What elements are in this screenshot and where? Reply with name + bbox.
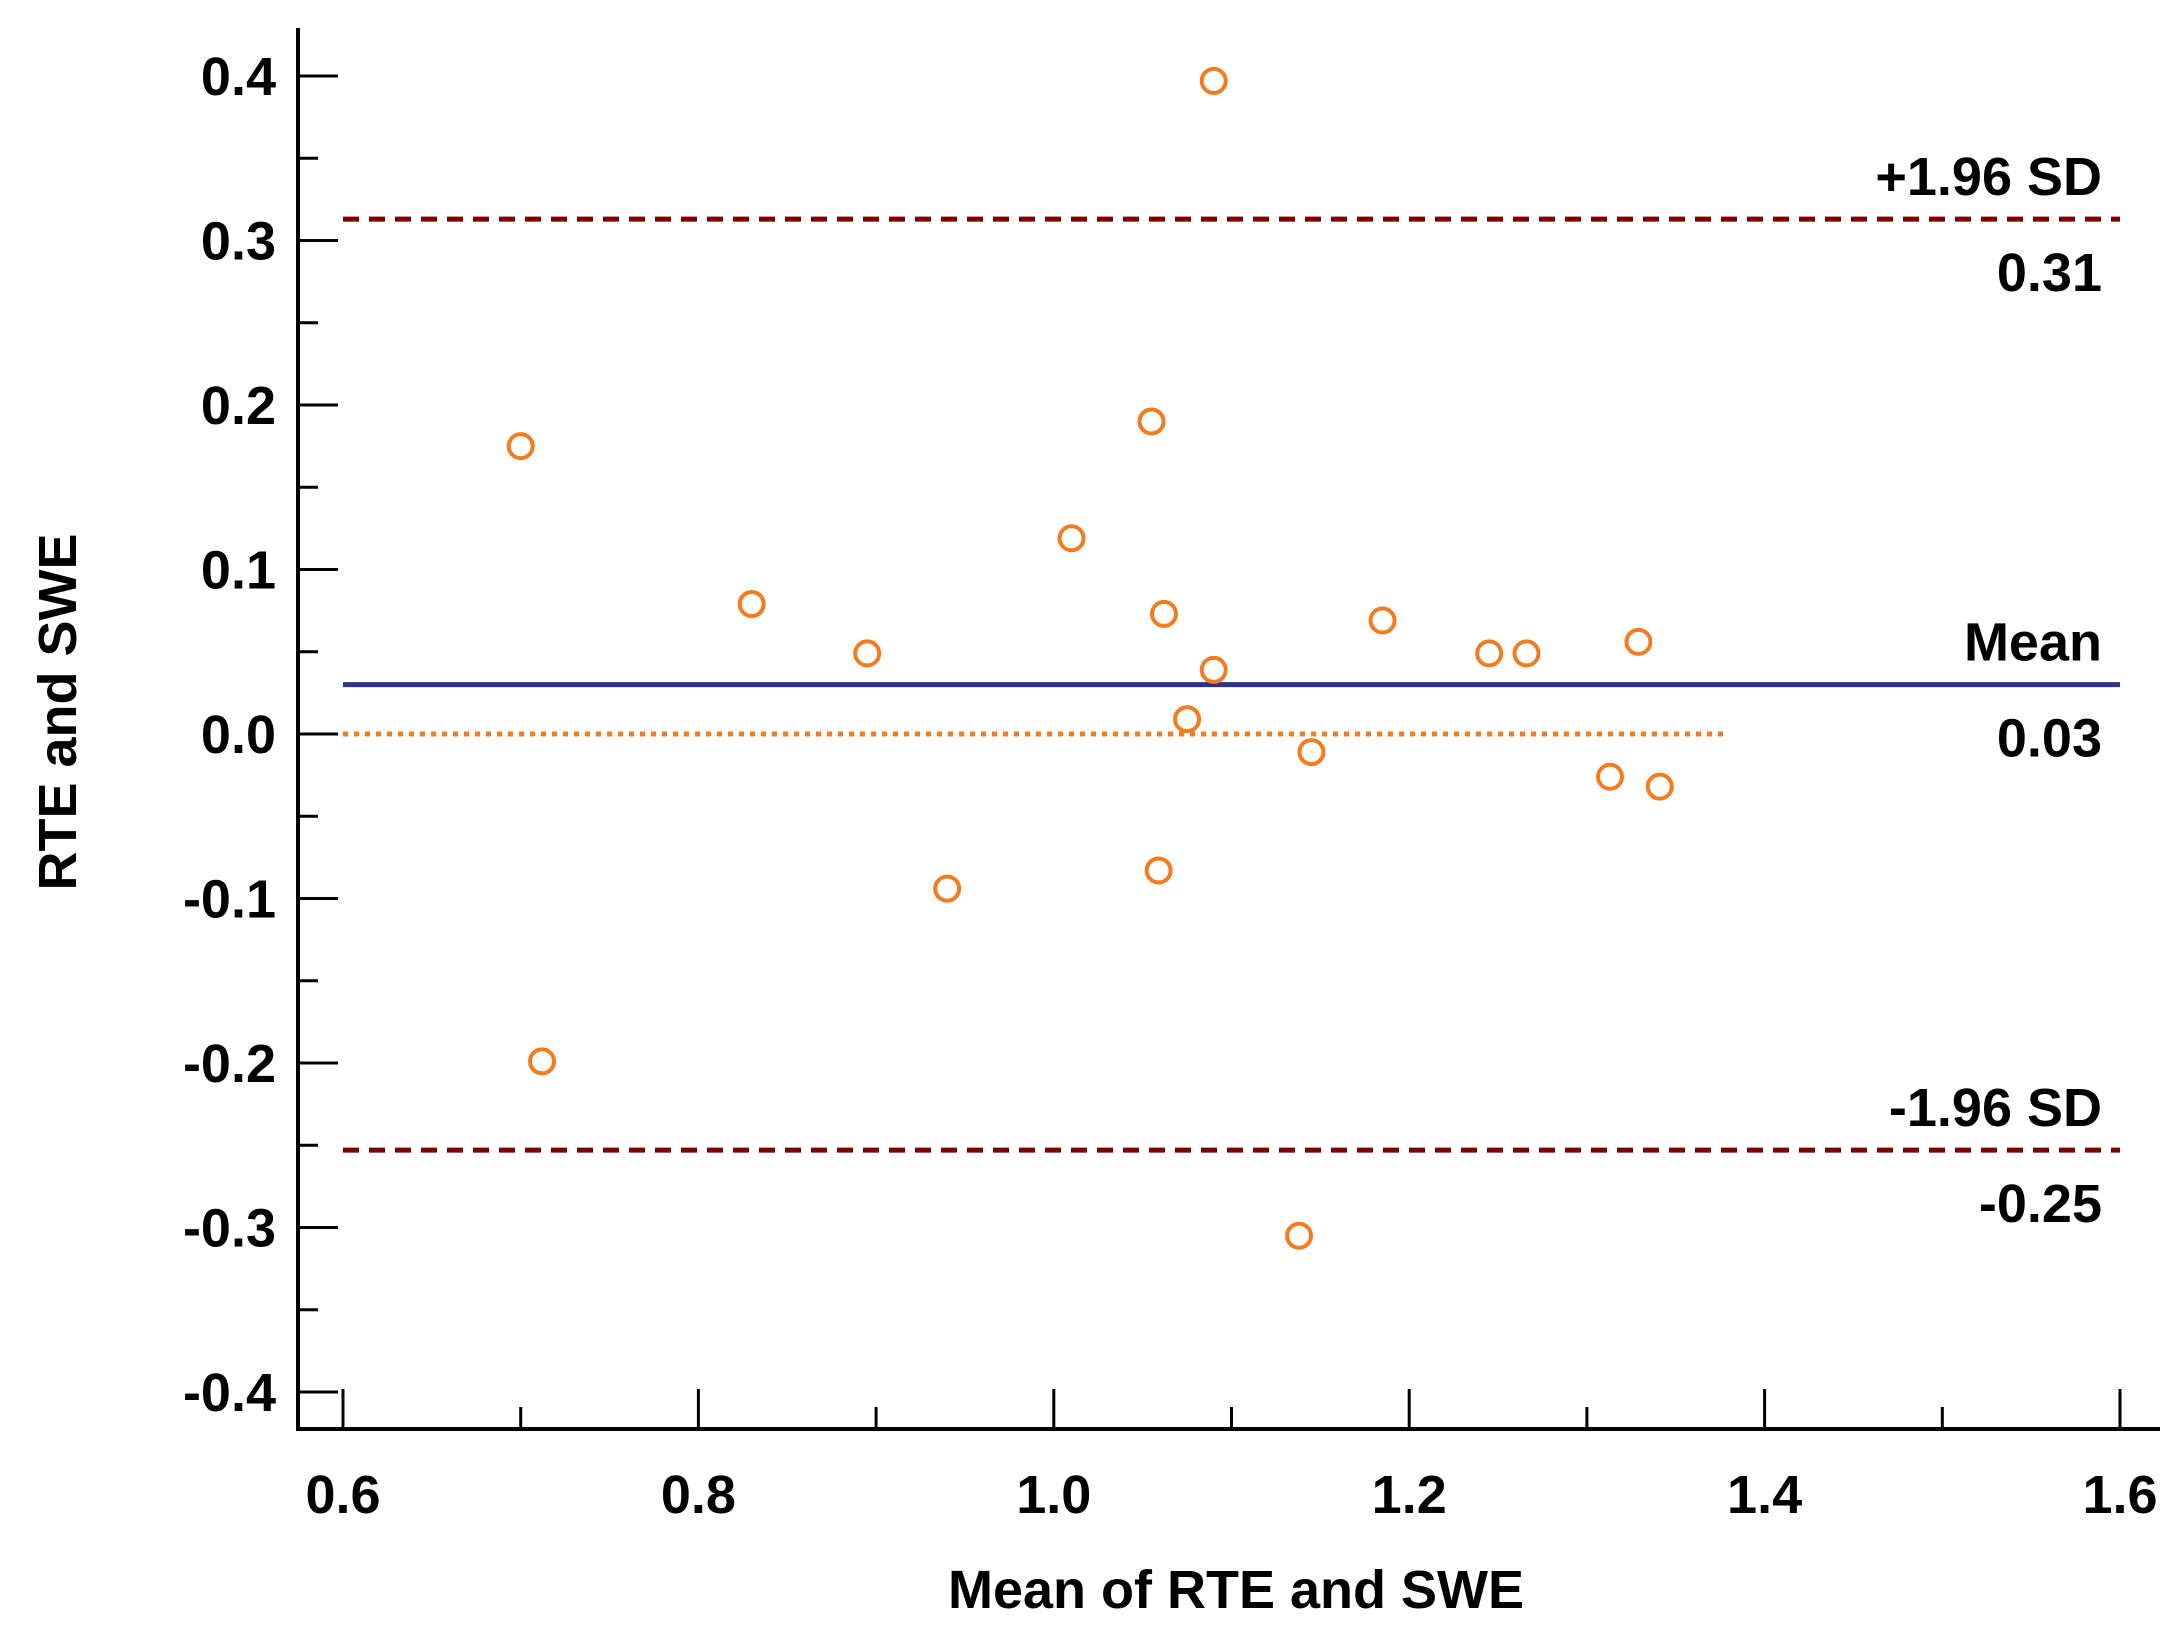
data-point bbox=[1645, 772, 1674, 801]
data-point bbox=[1285, 1221, 1314, 1250]
x-axis-title: Mean of RTE and SWE bbox=[948, 1560, 1524, 1620]
data-point bbox=[1596, 762, 1625, 791]
mean-label: Mean bbox=[1964, 613, 2102, 673]
y-tick-label: 0.3 bbox=[201, 212, 276, 272]
mean-value-label: 0.03 bbox=[1997, 709, 2102, 769]
data-point bbox=[1475, 639, 1504, 668]
ticks: 0.4 0.3 0.2 0.1 0.0 -0.1 -0.2 -0.3 -0.4 0.6 0.8 1.0… bbox=[183, 47, 2158, 1525]
data-point bbox=[1149, 599, 1178, 628]
y-tick-label: -0.3 bbox=[183, 1199, 276, 1259]
labels: +1.96 SD 0.31 Mean 0.03 -1.96 SD -0.25 bbox=[1875, 147, 2102, 1234]
upper-limit-label: +1.96 SD bbox=[1875, 147, 2102, 207]
data-point bbox=[1144, 856, 1173, 885]
reference-lines bbox=[343, 216, 2120, 1153]
x-tick-label: 1.2 bbox=[1372, 1465, 1447, 1525]
data-point bbox=[737, 590, 766, 619]
x-tick-label: 0.6 bbox=[305, 1465, 380, 1525]
axes bbox=[296, 28, 2160, 1431]
y-tick-label: -0.4 bbox=[183, 1363, 276, 1423]
upper-limit-value-label: 0.31 bbox=[1997, 243, 2102, 303]
x-tick-label: 1.4 bbox=[1727, 1465, 1802, 1525]
lower-limit-label: -1.96 SD bbox=[1889, 1078, 2102, 1138]
data-point bbox=[853, 639, 882, 668]
lower-limit-value-label: -0.25 bbox=[1979, 1174, 2102, 1234]
data-point bbox=[1199, 66, 1228, 95]
data-point bbox=[1137, 407, 1166, 436]
x-tick-label: 0.8 bbox=[661, 1465, 736, 1525]
data-point bbox=[1297, 738, 1326, 767]
data-point bbox=[506, 432, 535, 461]
y-tick-label: 0.1 bbox=[201, 541, 276, 601]
data-point bbox=[1368, 606, 1397, 635]
x-tick-label: 1.6 bbox=[2082, 1465, 2157, 1525]
data-point bbox=[1057, 524, 1086, 553]
data-point bbox=[528, 1047, 557, 1076]
y-tick-label: -0.2 bbox=[183, 1034, 276, 1094]
data-point bbox=[1512, 639, 1541, 668]
y-tick-label: 0.4 bbox=[201, 47, 276, 107]
data-point bbox=[1199, 655, 1228, 684]
data-point bbox=[1173, 705, 1202, 734]
data-point bbox=[1624, 627, 1653, 656]
y-tick-label: 0.0 bbox=[201, 705, 276, 765]
data-points bbox=[506, 66, 1674, 1250]
data-point bbox=[933, 874, 962, 903]
y-tick-label: 0.2 bbox=[201, 376, 276, 436]
y-tick-label: -0.1 bbox=[183, 870, 276, 930]
y-axis-title: RTE and SWE bbox=[28, 533, 88, 890]
x-tick-label: 1.0 bbox=[1016, 1465, 1091, 1525]
